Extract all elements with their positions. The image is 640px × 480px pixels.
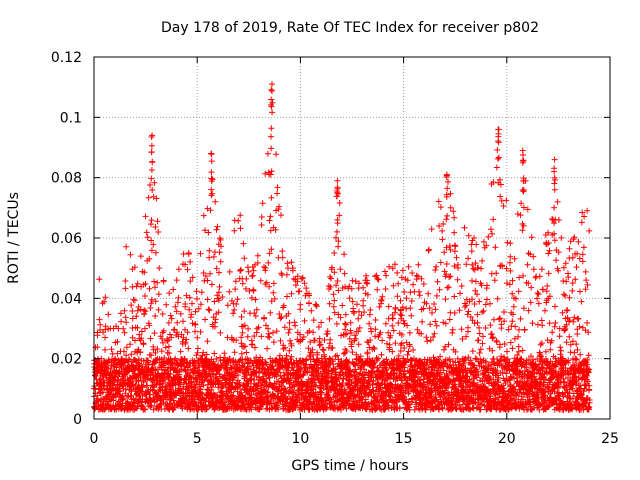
x-tick-label: 5	[193, 431, 202, 447]
y-tick-label: 0	[73, 412, 82, 428]
y-axis-label: ROTI / TECUs	[6, 192, 22, 284]
axis-ticks	[93, 56, 611, 420]
chart-title: Day 178 of 2019, Rate Of TEC Index for r…	[161, 20, 539, 36]
y-tick-label: 0.12	[51, 50, 82, 66]
x-tick-label: 10	[291, 431, 309, 447]
y-tick-label: 0.04	[51, 291, 82, 307]
x-tick-label: 15	[395, 431, 413, 447]
x-tick-label: 20	[498, 431, 516, 447]
y-tick-label: 0.02	[51, 352, 82, 368]
data-points	[91, 81, 593, 413]
x-tick-label: 0	[90, 431, 99, 447]
x-tick-labels: 0 5 10 15 20 25	[90, 431, 619, 447]
y-tick-labels: 0 0.02 0.04 0.06 0.08 0.1 0.12	[51, 50, 82, 428]
x-tick-label: 25	[601, 431, 619, 447]
y-tick-label: 0.1	[60, 110, 82, 126]
roti-series-markers	[91, 81, 593, 413]
y-tick-label: 0.08	[51, 171, 82, 187]
y-tick-label: 0.06	[51, 231, 82, 247]
x-axis-label: GPS time / hours	[291, 458, 408, 474]
